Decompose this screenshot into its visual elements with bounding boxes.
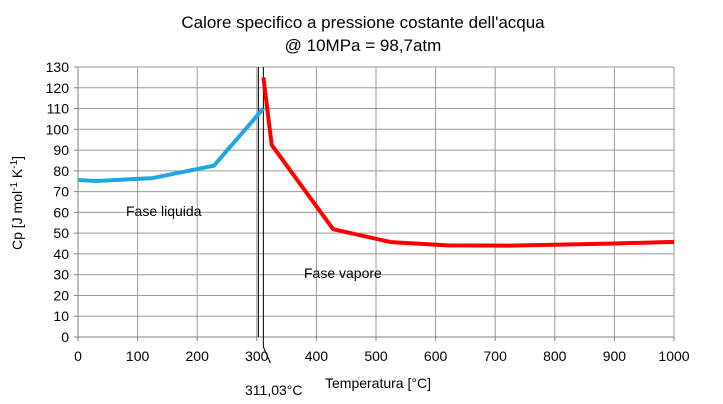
y-tick-label: 130 — [46, 59, 70, 75]
annotation-transition-temperature: 311,03°C — [245, 382, 303, 398]
x-tick-label: 900 — [603, 348, 627, 364]
y-tick-label: 20 — [53, 287, 69, 303]
annotation-fase-liquida: Fase liquida — [126, 203, 202, 219]
x-axis-label: Temperatura [°C] — [325, 375, 431, 391]
axes — [74, 66, 675, 341]
y-tick-label: 40 — [53, 246, 69, 262]
x-tick-label: 600 — [424, 348, 448, 364]
chart-title-line1: Calore specifico a pressione costante de… — [181, 13, 545, 32]
y-tick-label: 70 — [53, 184, 69, 200]
y-axis-label-text: K — [9, 168, 25, 182]
series-line-1 — [77, 107, 265, 183]
annotation-fase-vapore: Fase vapore — [304, 265, 382, 281]
y-tick-label: 0 — [61, 329, 69, 345]
y-axis-label-text: ] — [9, 156, 25, 160]
transition-leader-line — [262, 337, 271, 364]
x-tick-label: 400 — [305, 348, 329, 364]
x-tick-label: 100 — [126, 348, 150, 364]
x-tick-label: 800 — [543, 348, 567, 364]
y-tick-label: 30 — [53, 267, 69, 283]
x-tick-labels: 0 100 200 300 400 500 600 700 800 900 1000 — [74, 348, 690, 364]
y-tick-label: 100 — [46, 121, 70, 137]
chart-title-line2: @ 10MPa = 98,7atm — [285, 36, 442, 55]
series-line-2 — [261, 77, 675, 248]
x-tick-label: 700 — [484, 348, 508, 364]
x-tick-label: 500 — [364, 348, 388, 364]
y-tick-label: 90 — [53, 142, 69, 158]
y-axis-label-text: Cp [J mol — [9, 191, 25, 250]
x-tick-label: 1000 — [658, 348, 689, 364]
x-tick-label: 0 — [74, 348, 82, 364]
series-lines — [77, 77, 675, 248]
y-tick-label: 80 — [53, 163, 69, 179]
y-axis-label-superscript: -1 — [9, 182, 20, 191]
y-tick-label: 110 — [47, 101, 70, 117]
y-tick-label: 10 — [53, 308, 69, 324]
x-tick-label: 200 — [186, 348, 210, 364]
y-tick-label: 50 — [53, 225, 69, 241]
x-tick-label: 300 — [245, 348, 269, 364]
y-tick-labels: 0 10 20 30 40 50 60 70 80 90 100 110 120 130 — [46, 59, 70, 345]
y-tick-label: 60 — [53, 204, 69, 220]
y-axis-label-superscript: -1 — [9, 159, 20, 168]
grid-lines — [77, 66, 675, 338]
y-tick-label: 120 — [46, 80, 70, 96]
y-axis-label: Cp [J mol-1 K-1] — [9, 156, 26, 250]
